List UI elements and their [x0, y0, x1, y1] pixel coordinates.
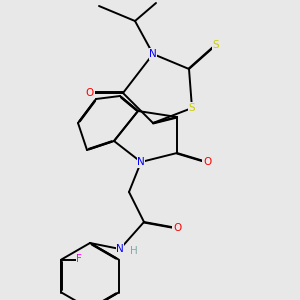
Text: S: S	[189, 103, 195, 113]
Text: N: N	[116, 244, 124, 254]
Text: N: N	[149, 49, 157, 59]
Text: O: O	[203, 157, 211, 167]
Text: N: N	[137, 157, 145, 167]
Text: F: F	[76, 254, 82, 265]
Text: H: H	[130, 245, 137, 256]
Text: O: O	[173, 223, 181, 233]
Text: S: S	[213, 40, 219, 50]
Text: O: O	[86, 88, 94, 98]
